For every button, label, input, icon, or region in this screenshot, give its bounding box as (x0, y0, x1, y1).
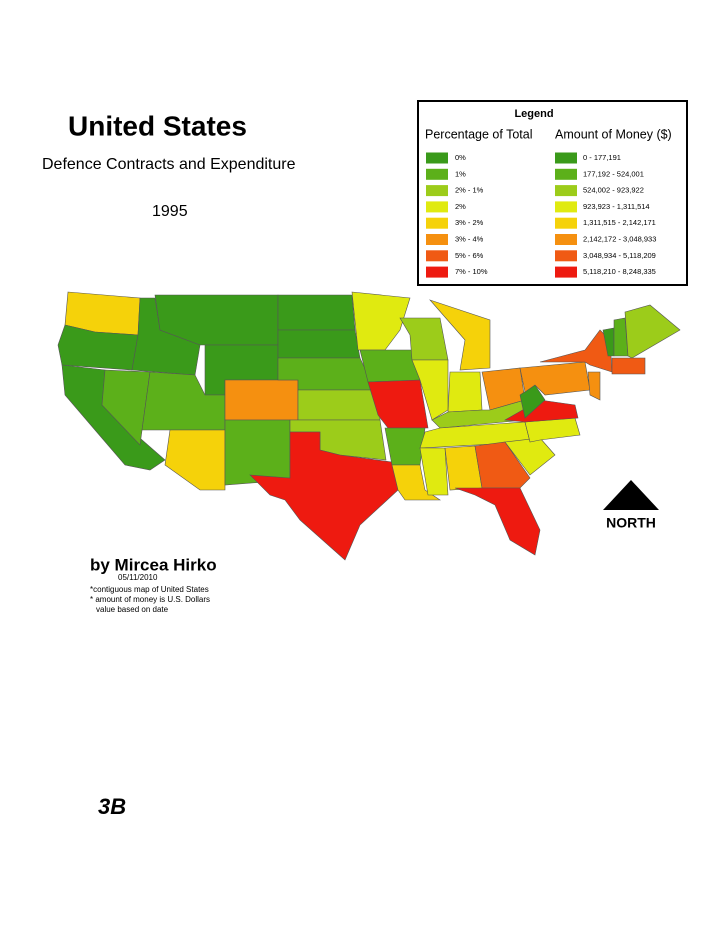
state (611, 357, 646, 375)
legend-label: 3,048,934 - 5,118,209 (583, 251, 656, 260)
note: * amount of money is U.S. Dollars (90, 595, 210, 604)
page-label: 3B (98, 794, 126, 819)
state (454, 487, 541, 556)
state (447, 371, 483, 413)
legend-header: Amount of Money ($) (555, 127, 672, 141)
legend-label: 1,311,515 - 2,142,171 (583, 218, 656, 227)
state (131, 297, 201, 376)
state (249, 431, 399, 561)
legend-swatch (555, 250, 577, 262)
legend-swatch (555, 152, 577, 164)
date: 05/11/2010 (118, 573, 158, 582)
legend-label: 923,923 - 1,311,514 (583, 202, 650, 211)
state (624, 304, 681, 359)
state (101, 369, 151, 446)
legend-label: 177,192 - 524,001 (583, 169, 644, 178)
subtitle: Defence Contracts and Expenditure (42, 156, 296, 173)
legend-title: Legend (514, 108, 553, 120)
legend-label: 524,002 - 923,922 (583, 186, 644, 195)
north-arrow (603, 480, 659, 510)
legend: Legend Percentage of Total Amount of Mon… (417, 100, 688, 286)
legend-box (417, 100, 688, 286)
legend-swatch (426, 217, 448, 229)
legend-swatch (555, 234, 577, 245)
state (474, 441, 531, 489)
legend-swatch (426, 266, 448, 278)
note: value based on date (96, 605, 169, 614)
legend-swatch (426, 152, 448, 164)
legend-label: 0% (455, 153, 466, 162)
state (429, 299, 491, 371)
legend-swatch (555, 168, 577, 180)
us-map (57, 291, 681, 561)
legend-label: 0 - 177,191 (583, 153, 621, 162)
state (384, 427, 426, 466)
legend-label: 5% - 6% (455, 251, 484, 260)
legend-swatch (555, 266, 577, 278)
legend-label: 3% - 4% (455, 234, 484, 243)
state (504, 437, 556, 476)
legend-header: Percentage of Total (425, 127, 532, 141)
state (411, 359, 449, 421)
legend-label: 1% (455, 169, 466, 178)
state (351, 291, 411, 351)
state (431, 399, 526, 429)
state (277, 294, 356, 331)
note: *contiguous map of United States (90, 585, 209, 594)
north-label: NORTH (606, 515, 656, 531)
legend-label: 2,142,172 - 3,048,933 (583, 234, 656, 243)
state (297, 389, 381, 421)
legend-label: 2% - 1% (455, 186, 484, 195)
state (391, 464, 441, 501)
year: 1995 (152, 203, 188, 220)
state (277, 329, 361, 359)
legend-label: 3% - 2% (455, 218, 484, 227)
legend-label: 7% - 10% (455, 267, 488, 276)
legend-swatch (426, 201, 448, 213)
title: United States (68, 110, 247, 141)
legend-swatch (426, 250, 448, 262)
state (419, 447, 449, 496)
legend-swatch (555, 201, 577, 213)
author: by Mircea Hirko (90, 555, 217, 574)
state (587, 371, 601, 401)
legend-swatch (426, 234, 448, 245)
state (164, 429, 226, 491)
legend-swatch (426, 185, 448, 197)
legend-swatch (555, 217, 577, 229)
state (359, 349, 421, 383)
legend-label: 2% (455, 202, 466, 211)
state (224, 419, 291, 486)
legend-swatch (555, 185, 577, 197)
legend-label: 5,118,210 - 8,248,335 (583, 267, 656, 276)
legend-swatch (426, 168, 448, 180)
state (224, 379, 299, 421)
